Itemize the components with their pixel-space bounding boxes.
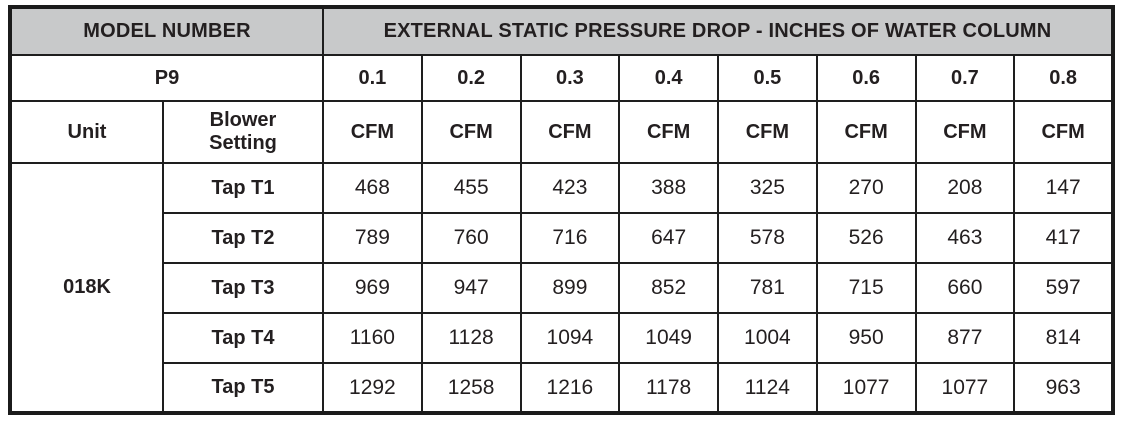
cfm-value: 423 xyxy=(519,162,621,214)
external-static-pressure-header: EXTERNAL STATIC PRESSURE DROP - INCHES O… xyxy=(322,6,1114,56)
cfm-value: 660 xyxy=(914,262,1016,314)
cfm-value: 1077 xyxy=(815,362,917,414)
cfm-value: 1094 xyxy=(519,312,621,364)
cfm-col-header: CFM xyxy=(914,100,1016,164)
table-row: MODEL NUMBER EXTERNAL STATIC PRESSURE DR… xyxy=(9,6,1114,56)
cfm-value: 417 xyxy=(1013,212,1114,264)
table-row: Tap T3 969 947 899 852 781 715 660 597 xyxy=(10,262,1114,314)
cfm-value: 716 xyxy=(519,212,621,264)
tap-label: Tap T4 xyxy=(162,312,324,364)
tap-label: Tap T1 xyxy=(162,162,324,214)
cfm-value: 947 xyxy=(420,262,522,314)
cfm-value: 899 xyxy=(519,262,621,314)
cfm-value: 789 xyxy=(322,212,423,264)
cfm-value: 597 xyxy=(1013,262,1114,314)
cfm-value: 1124 xyxy=(717,362,818,414)
pressure-col-header: 0.8 xyxy=(1013,54,1114,102)
cfm-col-header: CFM xyxy=(420,100,522,164)
pressure-col-header: 0.1 xyxy=(322,54,423,102)
cfm-value: 1178 xyxy=(618,362,719,414)
cfm-value: 208 xyxy=(914,162,1016,214)
model-value: P9 xyxy=(9,54,324,102)
unit-value: 018K xyxy=(9,162,164,414)
model-number-header: MODEL NUMBER xyxy=(9,6,324,56)
cfm-value: 1258 xyxy=(420,362,522,414)
cfm-col-header: CFM xyxy=(519,100,621,164)
cfm-value: 388 xyxy=(618,162,719,214)
pressure-col-header: 0.4 xyxy=(618,54,719,102)
table-row: 018K Tap T1 468 455 423 388 325 270 208 … xyxy=(9,162,1114,414)
pressure-col-header: 0.2 xyxy=(420,54,522,102)
pressure-col-header: 0.3 xyxy=(519,54,621,102)
cfm-value: 1160 xyxy=(322,312,423,364)
cfm-value: 526 xyxy=(815,212,917,264)
cfm-value: 270 xyxy=(815,162,917,214)
tap-label: Tap T2 xyxy=(162,212,324,264)
cfm-value: 325 xyxy=(717,162,818,214)
tap-label: Tap T5 xyxy=(162,362,324,414)
blower-setting-label: Blower Setting xyxy=(209,109,277,154)
cfm-value: 455 xyxy=(420,162,522,214)
cfm-value: 781 xyxy=(717,262,818,314)
pressure-col-header: 0.5 xyxy=(717,54,818,102)
cfm-value: 852 xyxy=(618,262,719,314)
cfm-value: 1049 xyxy=(618,312,719,364)
cfm-value: 578 xyxy=(717,212,818,264)
cfm-value: 877 xyxy=(914,312,1016,364)
cfm-col-header: CFM xyxy=(1013,100,1114,164)
cfm-value: 814 xyxy=(1013,312,1114,364)
cfm-value: 715 xyxy=(815,262,917,314)
cfm-value: 468 xyxy=(322,162,423,214)
cfm-value: 147 xyxy=(1013,162,1114,214)
cfm-col-header: CFM xyxy=(618,100,719,164)
cfm-value: 969 xyxy=(322,262,423,314)
blower-performance-table: MODEL NUMBER EXTERNAL STATIC PRESSURE DR… xyxy=(8,5,1115,415)
cfm-value: 647 xyxy=(618,212,719,264)
cfm-col-header: CFM xyxy=(322,100,423,164)
pressure-col-header: 0.6 xyxy=(815,54,917,102)
cfm-value: 1292 xyxy=(322,362,423,414)
table-row: Tap T4 1160 1128 1094 1049 1004 950 877 … xyxy=(10,312,1114,364)
table-row: P9 0.1 0.2 0.3 0.4 0.5 0.6 0.7 0.8 xyxy=(9,54,1114,102)
blower-setting-col-header: Blower Setting xyxy=(162,100,324,164)
unit-col-header: Unit xyxy=(9,100,164,164)
cfm-value: 760 xyxy=(420,212,522,264)
table-row: Tap T2 789 760 716 647 578 526 463 417 xyxy=(10,212,1114,264)
pressure-col-header: 0.7 xyxy=(914,54,1016,102)
cfm-col-header: CFM xyxy=(717,100,818,164)
cfm-col-header: CFM xyxy=(815,100,917,164)
cfm-value: 1077 xyxy=(914,362,1016,414)
cfm-value: 950 xyxy=(815,312,917,364)
tap-label: Tap T3 xyxy=(162,262,324,314)
cfm-value: 1216 xyxy=(519,362,621,414)
cfm-value: 1128 xyxy=(420,312,522,364)
cfm-value: 963 xyxy=(1013,362,1114,414)
table-row: Unit Blower Setting CFM CFM CFM CFM CFM … xyxy=(9,100,1114,164)
cfm-value: 463 xyxy=(914,212,1016,264)
cfm-value: 1004 xyxy=(717,312,818,364)
table-row: Tap T5 1292 1258 1216 1178 1124 1077 107… xyxy=(10,362,1114,414)
